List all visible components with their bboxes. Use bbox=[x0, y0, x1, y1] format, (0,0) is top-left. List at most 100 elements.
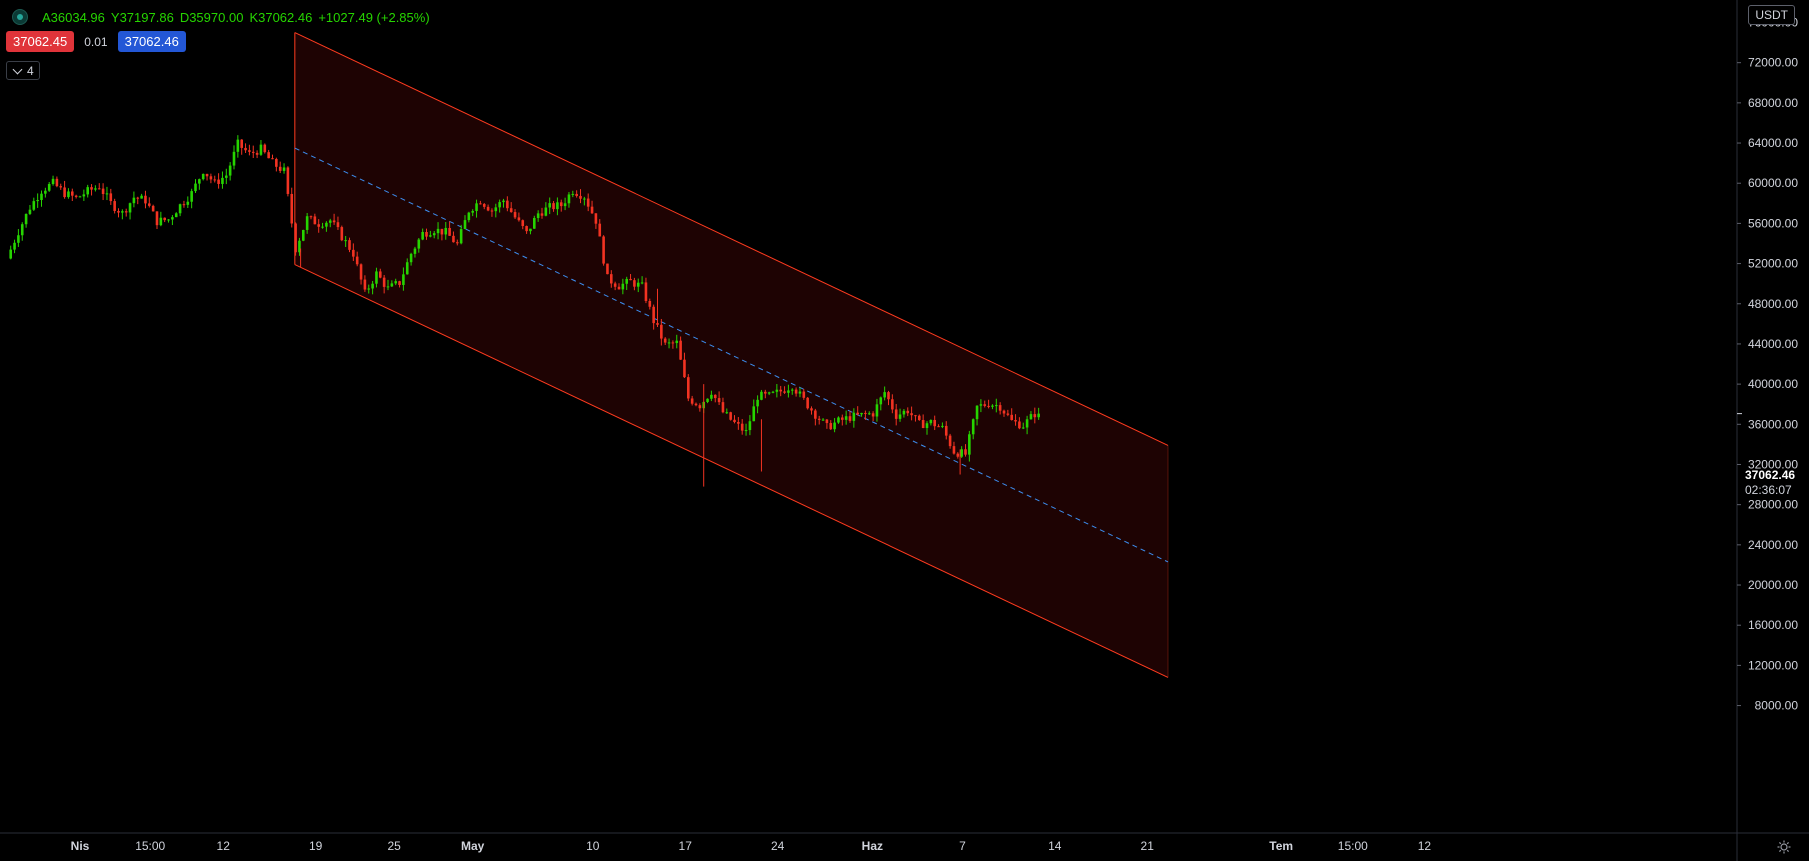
chevron-down-icon bbox=[12, 64, 23, 74]
candle bbox=[640, 276, 644, 285]
candle bbox=[236, 135, 240, 158]
time-tick-label: 10 bbox=[586, 839, 600, 853]
time-tick-label: 15:00 bbox=[135, 839, 165, 853]
legend-low: D35970.00 bbox=[179, 9, 244, 25]
indicators-toggle-button[interactable]: 4 bbox=[6, 61, 40, 80]
candle bbox=[171, 215, 174, 226]
candle bbox=[313, 213, 317, 225]
candle bbox=[756, 395, 759, 414]
candle bbox=[371, 280, 374, 295]
candle bbox=[67, 188, 70, 199]
legend-change: +1027.49 (+2.85%) bbox=[318, 9, 430, 25]
candle bbox=[706, 398, 709, 404]
candle bbox=[444, 222, 448, 240]
candle bbox=[710, 390, 713, 402]
candle bbox=[864, 410, 867, 420]
parallel-channel-drawing[interactable] bbox=[294, 32, 1169, 678]
candle bbox=[725, 408, 729, 414]
candle bbox=[906, 407, 910, 417]
candle bbox=[479, 200, 482, 205]
buy-sell-panel: 37062.45 0.01 37062.46 bbox=[6, 31, 186, 52]
channel-upper-line[interactable] bbox=[294, 32, 1169, 446]
candle bbox=[248, 144, 251, 156]
candle bbox=[1006, 409, 1010, 417]
candle bbox=[960, 446, 963, 458]
candle bbox=[148, 197, 151, 208]
candle bbox=[602, 235, 605, 266]
candle bbox=[36, 193, 39, 208]
candle bbox=[948, 433, 952, 449]
candle bbox=[737, 417, 740, 430]
candle bbox=[1010, 408, 1013, 421]
candle bbox=[278, 161, 282, 174]
candle bbox=[798, 387, 802, 398]
candle bbox=[221, 171, 224, 189]
candle bbox=[525, 225, 528, 234]
candle bbox=[683, 352, 686, 378]
candle bbox=[117, 208, 120, 218]
indicator-count: 4 bbox=[27, 63, 34, 78]
candle bbox=[944, 421, 948, 440]
price-tick-label: 72000.00 bbox=[1748, 56, 1798, 70]
candle bbox=[101, 183, 105, 201]
candle bbox=[78, 195, 82, 198]
candle bbox=[190, 188, 193, 209]
candle bbox=[86, 184, 89, 198]
candle bbox=[956, 452, 960, 459]
candle bbox=[506, 196, 509, 212]
candle bbox=[675, 334, 679, 349]
candle bbox=[355, 251, 359, 267]
candle bbox=[20, 222, 24, 241]
candle bbox=[817, 415, 821, 425]
candle bbox=[51, 175, 55, 186]
candle bbox=[290, 187, 294, 228]
sell-button[interactable]: 37062.45 bbox=[6, 31, 75, 52]
candle bbox=[429, 230, 432, 238]
buy-button[interactable]: 37062.46 bbox=[117, 31, 186, 52]
channel-lower-line[interactable] bbox=[294, 264, 1169, 678]
candle bbox=[775, 384, 779, 398]
candle bbox=[559, 199, 563, 212]
candle bbox=[282, 163, 286, 174]
candle bbox=[806, 396, 809, 410]
candle bbox=[871, 411, 875, 422]
candle bbox=[305, 212, 309, 234]
candle bbox=[159, 211, 163, 227]
candle bbox=[687, 374, 690, 402]
candle bbox=[63, 180, 66, 199]
candle bbox=[205, 173, 209, 181]
candle bbox=[163, 217, 166, 223]
candle bbox=[174, 212, 178, 218]
candle bbox=[82, 189, 86, 201]
candle bbox=[925, 421, 929, 435]
candle bbox=[621, 278, 625, 295]
candle bbox=[255, 150, 259, 159]
settings-gear-icon[interactable] bbox=[1777, 840, 1791, 854]
candle bbox=[671, 340, 675, 349]
candle bbox=[467, 211, 471, 223]
candle bbox=[590, 200, 594, 214]
channel-median-line[interactable] bbox=[294, 147, 1169, 563]
time-tick-label: 24 bbox=[771, 839, 785, 853]
candle bbox=[413, 246, 417, 258]
time-tick-label: 17 bbox=[679, 839, 693, 853]
candle bbox=[140, 193, 143, 199]
currency-button[interactable]: USDT bbox=[1748, 5, 1795, 25]
symbol-status-icon[interactable] bbox=[12, 9, 28, 25]
candle bbox=[663, 337, 667, 346]
candle bbox=[783, 386, 786, 394]
candle bbox=[386, 279, 390, 291]
candle bbox=[271, 154, 274, 160]
candle bbox=[294, 222, 297, 256]
candle bbox=[698, 403, 702, 412]
candle bbox=[883, 386, 886, 401]
candle bbox=[660, 318, 663, 346]
candle bbox=[802, 389, 806, 400]
time-tick-label: 7 bbox=[959, 839, 966, 853]
candle bbox=[918, 414, 921, 421]
candle bbox=[995, 398, 998, 413]
candle bbox=[375, 267, 378, 288]
candle bbox=[328, 218, 332, 228]
candle bbox=[540, 207, 544, 219]
